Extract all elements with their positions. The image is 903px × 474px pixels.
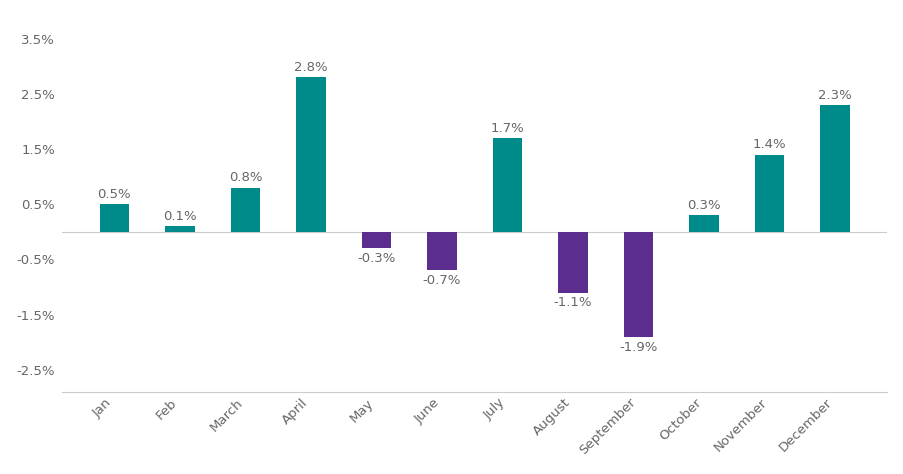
Bar	[623, 232, 653, 337]
Text: 2.3%: 2.3%	[817, 89, 851, 101]
Text: -1.9%: -1.9%	[619, 340, 657, 354]
Bar	[558, 232, 587, 292]
Text: 2.8%: 2.8%	[293, 61, 328, 74]
Text: -1.1%: -1.1%	[554, 296, 591, 310]
Bar	[361, 232, 391, 248]
Bar	[230, 188, 260, 232]
Text: 0.8%: 0.8%	[228, 172, 262, 184]
Bar	[99, 204, 129, 232]
Bar	[819, 105, 849, 232]
Text: 0.3%: 0.3%	[686, 199, 720, 212]
Bar	[427, 232, 456, 271]
Text: 1.7%: 1.7%	[490, 122, 524, 135]
Bar	[492, 138, 522, 232]
Bar	[165, 226, 194, 232]
Bar	[296, 77, 325, 232]
Bar	[688, 215, 718, 232]
Text: 0.1%: 0.1%	[163, 210, 197, 223]
Text: 0.5%: 0.5%	[98, 188, 131, 201]
Text: 1.4%: 1.4%	[752, 138, 786, 151]
Bar	[754, 155, 784, 232]
Text: -0.3%: -0.3%	[357, 252, 396, 265]
Text: -0.7%: -0.7%	[423, 274, 461, 287]
